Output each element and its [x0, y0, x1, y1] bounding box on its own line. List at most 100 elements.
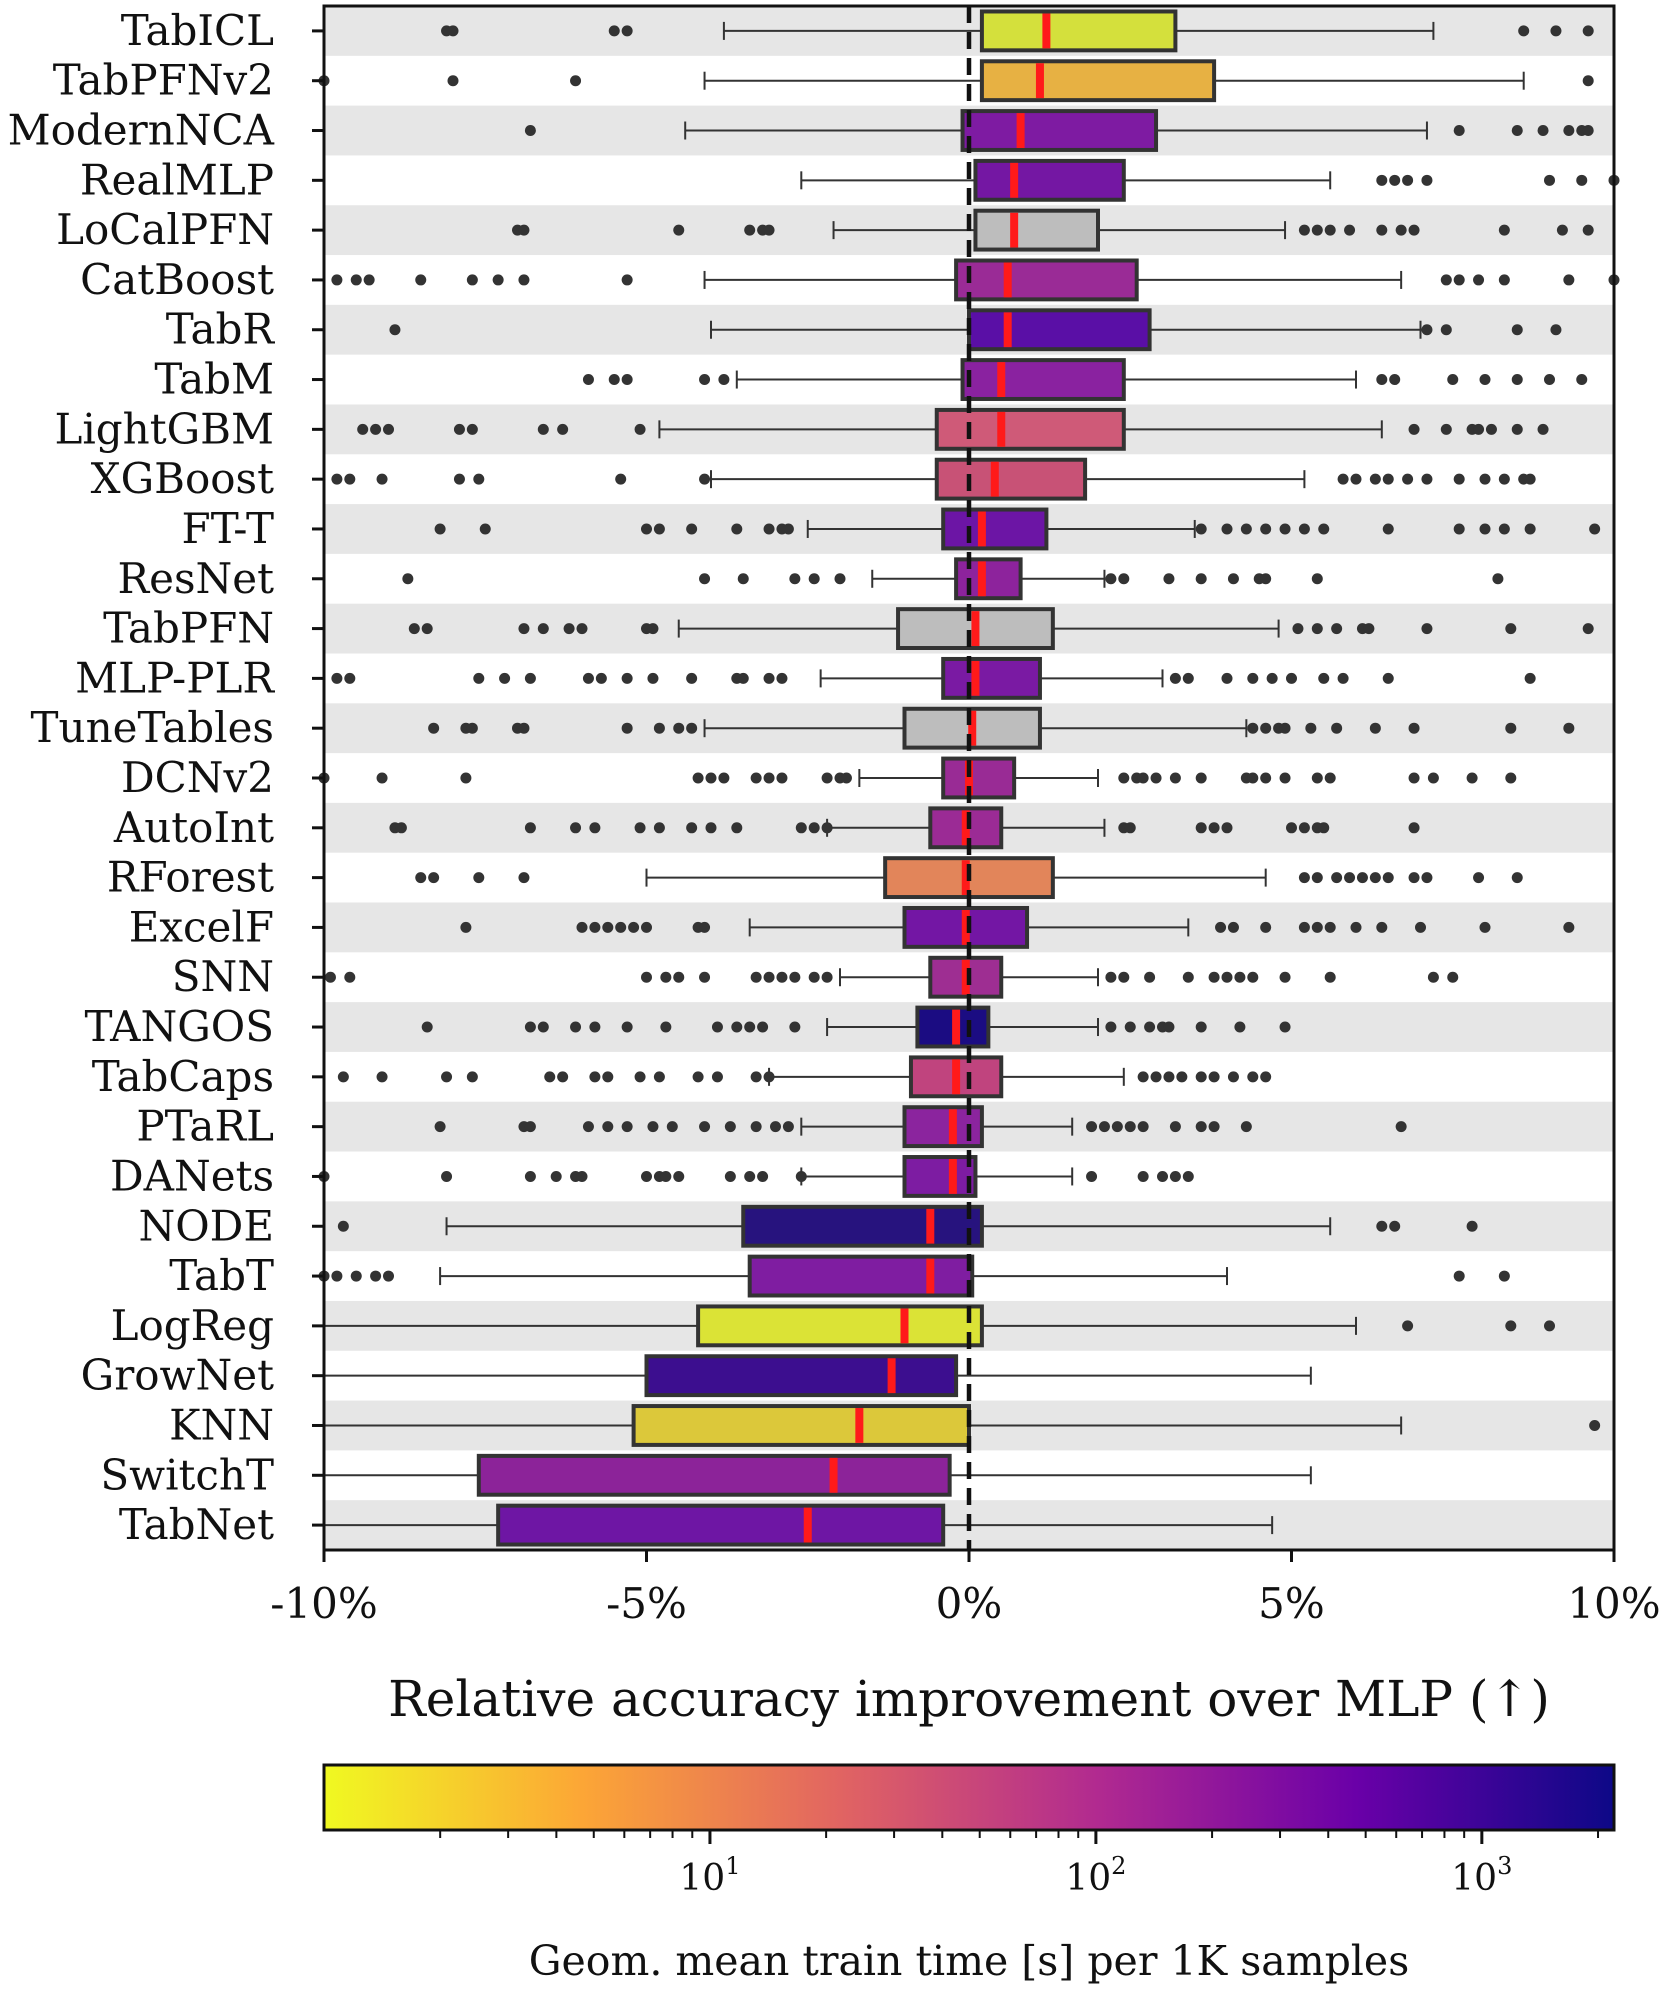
box-grownet — [324, 1354, 1312, 1398]
outlier-point — [1331, 872, 1343, 884]
outlier-point — [731, 822, 743, 834]
x-axis-title: Relative accuracy improvement over MLP (… — [388, 1670, 1550, 1728]
outlier-point — [576, 623, 588, 635]
outlier-point — [750, 971, 762, 983]
iqr-box — [902, 1155, 978, 1198]
outlier-point — [782, 523, 794, 535]
outlier-point — [1260, 722, 1272, 734]
outlier-point — [1240, 523, 1252, 535]
iqr-box — [960, 109, 1159, 152]
outlier-point — [1227, 573, 1239, 585]
outlier-point — [1550, 25, 1562, 37]
outlier-point — [1240, 1121, 1252, 1133]
y-label: GrowNet — [81, 1351, 274, 1400]
outlier-point — [621, 374, 633, 386]
outlier-point — [1395, 224, 1407, 236]
outlier-point — [576, 1170, 588, 1182]
outlier-point — [544, 1071, 556, 1083]
outlier-point — [350, 274, 362, 286]
outlier-point — [1221, 523, 1233, 535]
outlier-point — [686, 672, 698, 684]
outlier-point — [473, 872, 485, 884]
outlier-point — [402, 573, 414, 585]
outlier-point — [1389, 174, 1401, 186]
outlier-point — [1563, 274, 1575, 286]
outlier-point — [1337, 473, 1349, 485]
box-tabicl — [441, 9, 1594, 53]
outlier-point — [1582, 623, 1594, 635]
y-label: MLP-PLR — [75, 653, 275, 702]
y-label: TabR — [166, 305, 276, 354]
outlier-point — [718, 772, 730, 784]
outlier-point — [563, 623, 575, 635]
outlier-point — [763, 1071, 775, 1083]
outlier-point — [1208, 1071, 1220, 1083]
outlier-point — [421, 1021, 433, 1033]
outlier-point — [428, 872, 440, 884]
outlier-point — [653, 822, 665, 834]
outlier-point — [1118, 971, 1130, 983]
outlier-point — [1511, 872, 1523, 884]
outlier-point — [699, 374, 711, 386]
outlier-point — [1137, 1170, 1149, 1182]
outlier-point — [376, 1071, 388, 1083]
iqr-box — [979, 59, 1217, 103]
outlier-point — [763, 772, 775, 784]
outlier-point — [711, 1021, 723, 1033]
outlier-point — [1524, 672, 1536, 684]
outlier-point — [1356, 872, 1368, 884]
outlier-point — [576, 921, 588, 933]
outlier-point — [453, 473, 465, 485]
outlier-point — [1318, 523, 1330, 535]
outlier-point — [1331, 722, 1343, 734]
outlier-point — [653, 722, 665, 734]
outlier-point — [789, 971, 801, 983]
y-label: RForest — [107, 853, 274, 902]
outlier-point — [1382, 523, 1394, 535]
outlier-point — [324, 971, 336, 983]
x-tick-label: 5% — [1258, 1579, 1325, 1628]
outlier-point — [582, 1121, 594, 1133]
outlier-point — [1163, 1071, 1175, 1083]
y-label: DANets — [110, 1151, 274, 1200]
outlier-point — [673, 224, 685, 236]
outlier-point — [699, 971, 711, 983]
boxes-layer — [318, 9, 1620, 1547]
box-tabpfn — [408, 607, 1594, 651]
outlier-point — [795, 1170, 807, 1182]
outlier-point — [344, 971, 356, 983]
outlier-point — [582, 672, 594, 684]
outlier-point — [1544, 374, 1555, 386]
colorbar-title: Geom. mean train time [s] per 1K samples — [529, 1937, 1409, 1985]
outlier-point — [1524, 473, 1536, 485]
outlier-point — [699, 473, 711, 485]
outlier-point — [1408, 872, 1420, 884]
outlier-point — [1498, 523, 1510, 535]
outlier-point — [1137, 772, 1149, 784]
outlier-point — [621, 25, 633, 37]
colorbar-gradient — [322, 1763, 1616, 1832]
outlier-point — [724, 1121, 736, 1133]
y-label: SNN — [172, 952, 274, 1001]
iqr-box — [941, 507, 1049, 551]
y-label: PTaRL — [136, 1102, 274, 1151]
outlier-point — [395, 822, 407, 834]
outlier-point — [699, 1121, 711, 1133]
outlier-point — [1511, 324, 1523, 336]
outlier-point — [408, 623, 420, 635]
box-node — [337, 1204, 1478, 1248]
outlier-point — [1440, 423, 1452, 435]
outlier-point — [763, 224, 775, 236]
outlier-point — [1453, 125, 1465, 137]
outlier-point — [686, 523, 698, 535]
outlier-point — [1118, 772, 1130, 784]
outlier-point — [337, 1071, 349, 1083]
outlier-point — [370, 1270, 382, 1282]
outlier-point — [1150, 772, 1162, 784]
outlier-point — [1298, 872, 1310, 884]
outlier-point — [1505, 772, 1517, 784]
outlier-point — [1382, 872, 1394, 884]
outlier-point — [570, 822, 582, 834]
outlier-point — [1473, 872, 1485, 884]
outlier-point — [524, 1170, 536, 1182]
